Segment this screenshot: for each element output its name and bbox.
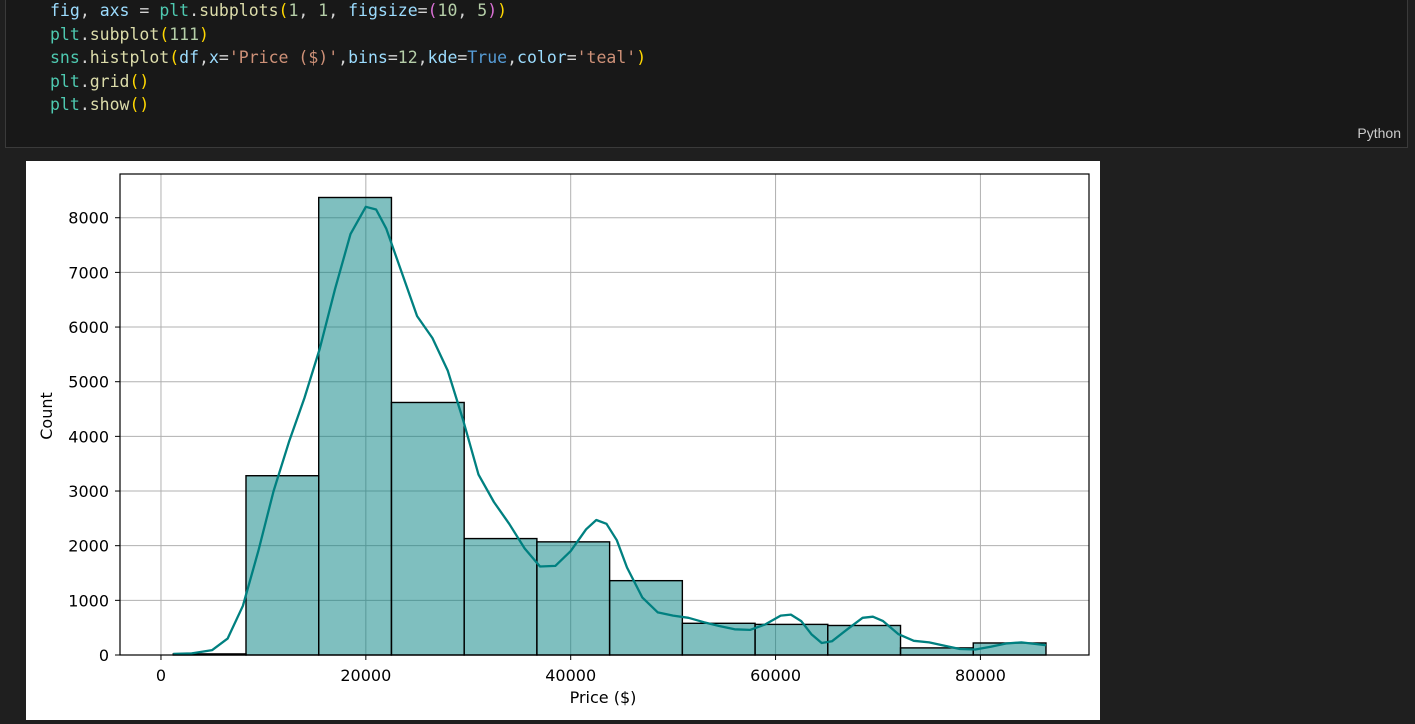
histogram-bar <box>754 623 829 656</box>
histogram-bar <box>608 579 684 656</box>
code-token: 10 <box>437 1 458 20</box>
code-token: , <box>199 48 209 67</box>
code-editor[interactable]: fig, axs = plt.subplots(1, 1, figsize=(1… <box>50 0 646 117</box>
code-token: ) <box>636 48 647 67</box>
code-token: 111 <box>169 24 200 44</box>
code-token: . <box>79 24 90 44</box>
code-token: axs <box>99 1 130 20</box>
code-token: 'teal' <box>576 48 637 67</box>
histogram-bar <box>463 537 538 656</box>
code-token: ( <box>427 1 438 20</box>
code-token: , <box>417 48 428 67</box>
code-line[interactable]: sns.histplot(df,x='Price ($)',bins=12,kd… <box>50 46 646 70</box>
axes: 0 20000 40000 60000 80000 0 1000 2000 3000 4000 50… <box>68 173 1090 685</box>
code-token: . <box>79 95 90 114</box>
cell-output: 0 20000 40000 60000 80000 0 1000 2000 3000 4000 50… <box>26 161 1100 720</box>
plot-frame <box>119 173 1090 656</box>
y-axis-label: Count <box>37 392 56 440</box>
histogram-bar <box>318 196 393 656</box>
code-line[interactable]: fig, axs = plt.subplots(1, 1, figsize=(1… <box>50 0 646 23</box>
code-token: ( <box>278 1 289 20</box>
code-token: = <box>218 48 229 67</box>
code-token: ( <box>169 48 180 67</box>
code-token: . <box>79 71 90 91</box>
code-token: , <box>457 1 478 20</box>
code-token: () <box>129 95 150 114</box>
code-token: = <box>457 48 468 67</box>
code-token: () <box>129 71 150 91</box>
code-token: subplot <box>89 24 160 44</box>
histogram-bar <box>681 622 756 656</box>
y-tick-label: 8000 <box>68 209 109 228</box>
x-tick-label: 40000 <box>545 666 596 685</box>
code-token: . <box>189 1 200 20</box>
code-token: , <box>507 48 518 67</box>
code-token: plt <box>50 71 80 91</box>
code-token: bins <box>348 48 388 67</box>
histogram-bars <box>172 196 1047 656</box>
code-token: plt <box>50 24 80 44</box>
code-line[interactable]: plt.grid() <box>50 70 646 94</box>
code-token: . <box>79 48 90 67</box>
histogram-chart: 0 20000 40000 60000 80000 0 1000 2000 3000 4000 50… <box>37 173 1090 707</box>
code-line[interactable]: plt.show() <box>50 93 646 117</box>
code-token: = <box>566 48 577 67</box>
y-tick-label: 2000 <box>68 537 109 556</box>
y-tick-label: 0 <box>99 646 109 665</box>
code-token: , <box>328 1 349 20</box>
code-token: ) <box>199 24 209 44</box>
y-tick-label: 6000 <box>68 318 109 337</box>
code-token: show <box>89 95 130 114</box>
histogram-bar <box>390 401 465 656</box>
code-token: sns <box>50 48 80 67</box>
code-token: = <box>417 1 428 20</box>
code-token: 1 <box>318 1 329 20</box>
code-token: plt <box>159 1 190 20</box>
code-token: df <box>179 48 200 67</box>
code-token: 1 <box>288 1 299 20</box>
y-tick-label: 3000 <box>68 482 109 501</box>
code-token: figsize <box>348 1 418 20</box>
code-cell[interactable]: fig, axs = plt.subplots(1, 1, figsize=(1… <box>5 0 1408 148</box>
code-token: ) <box>497 1 508 20</box>
language-label[interactable]: Python <box>1357 125 1401 141</box>
code-token: = <box>387 48 398 67</box>
x-tick-label: 20000 <box>340 666 391 685</box>
code-line[interactable]: plt.subplot(111) <box>50 23 646 47</box>
code-token: 'Price ($)' <box>228 48 339 67</box>
code-token: subplots <box>199 1 279 20</box>
histogram-bar <box>245 475 320 656</box>
code-token: grid <box>89 71 130 91</box>
x-tick-label: 0 <box>156 666 166 685</box>
x-tick-label: 60000 <box>750 666 801 685</box>
code-token: kde <box>427 48 458 67</box>
code-token: True <box>467 48 508 67</box>
histogram-bar <box>827 624 902 656</box>
code-token: ) <box>487 1 498 20</box>
y-tick-label: 7000 <box>68 263 109 282</box>
code-token: , <box>338 48 349 67</box>
histogram-bar <box>536 541 611 656</box>
code-token: , <box>298 1 319 20</box>
y-tick-label: 4000 <box>68 427 109 446</box>
code-token: 12 <box>397 48 418 67</box>
kde-line <box>173 205 1047 656</box>
code-token: , <box>79 1 100 20</box>
x-tick-label: 80000 <box>955 666 1006 685</box>
x-axis-label: Price ($) <box>570 688 637 707</box>
code-token: x <box>208 48 219 67</box>
code-token: color <box>517 48 567 67</box>
y-tick-label: 1000 <box>68 591 109 610</box>
kde-layer <box>173 205 1047 656</box>
code-token: histplot <box>89 48 170 67</box>
code-token: fig <box>50 1 80 20</box>
code-token: plt <box>50 95 80 114</box>
code-token: ( <box>159 24 170 44</box>
code-token: 5 <box>477 1 488 20</box>
code-token: = <box>129 1 160 20</box>
y-tick-label: 5000 <box>68 373 109 392</box>
